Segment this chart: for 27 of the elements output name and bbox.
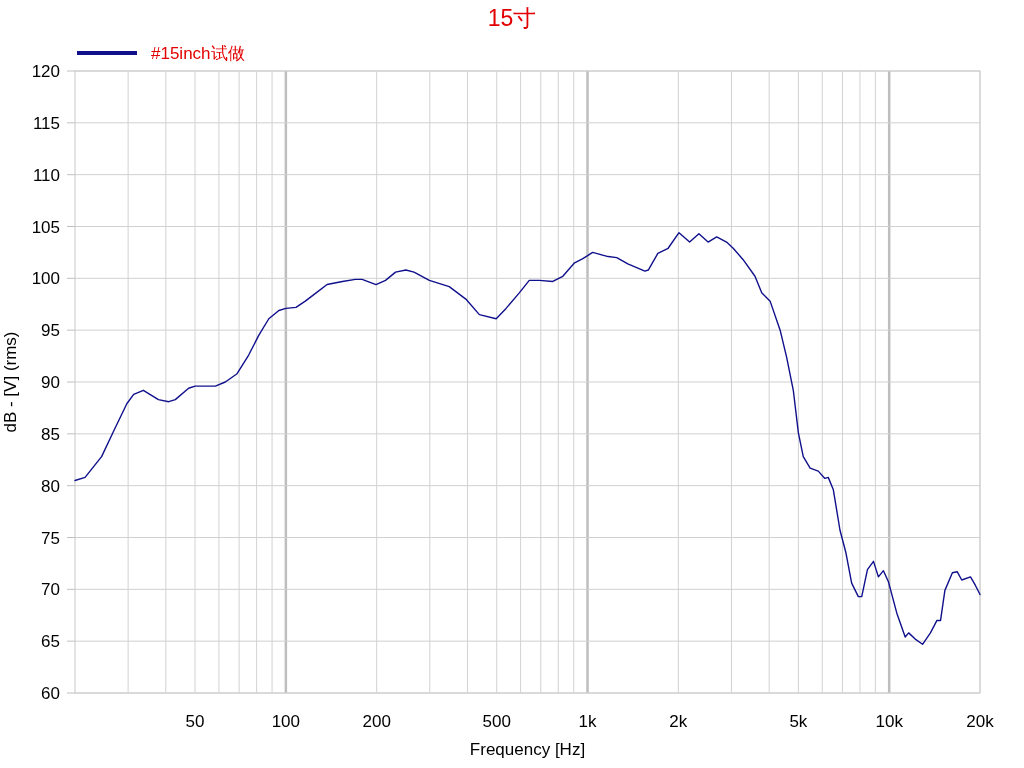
y-tick-label: 75 [41,528,60,548]
y-tick-label: 110 [32,165,60,185]
y-axis-title: dB - [V] (rms) [1,331,20,433]
x-tick-label: 5k [789,712,808,731]
y-tick-label: 120 [31,62,60,81]
x-tick-label: 50 [185,712,205,731]
y-tick-label: 70 [41,580,60,600]
y-tick-label: 80 [41,476,60,496]
legend-label: #15inch试做 [151,44,245,63]
y-tick-label: 105 [31,217,60,237]
x-tick-label: 10k [875,712,904,731]
y-tick-label: 65 [41,632,60,652]
legend: #15inch试做 [77,44,245,63]
y-tick-label: 115 [32,113,60,133]
x-tick-label: 200 [362,712,391,731]
y-tick-label: 100 [31,269,60,289]
x-tick-label: 500 [482,712,511,731]
x-tick-label: 20k [966,712,995,731]
x-tick-label: 2k [669,712,688,731]
x-tick-label: 100 [271,712,301,731]
y-tick-label: 60 [41,684,60,703]
y-tick-label: 90 [41,373,60,392]
y-tick-label: 85 [41,424,60,444]
x-tick-label: 1k [578,712,597,731]
x-axis-title: Frequency [Hz] [469,740,586,759]
chart-title: 15寸 [487,5,537,31]
y-tick-label: 95 [41,321,60,341]
